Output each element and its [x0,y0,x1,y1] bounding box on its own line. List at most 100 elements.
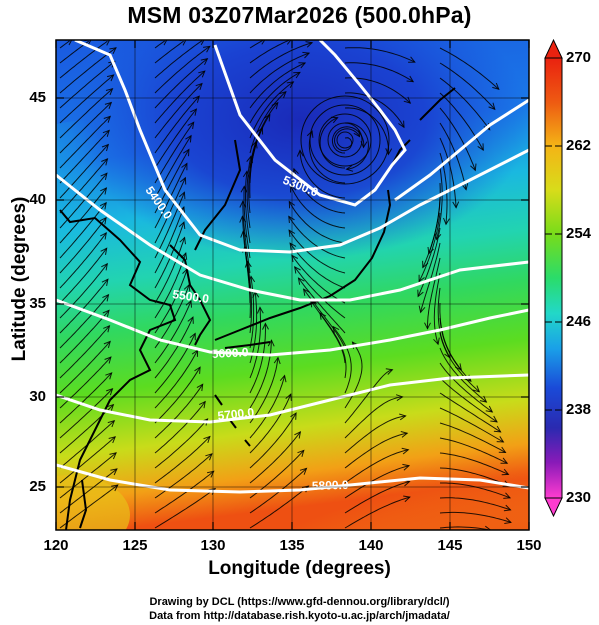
streamline [288,229,346,274]
streamline [420,242,441,313]
streamline-arrow [189,332,196,341]
streamline [344,496,410,529]
streamline-arrow [242,170,250,178]
streamline [249,394,292,454]
streamline [59,202,107,259]
streamline [249,40,289,64]
streamline-arrow [105,372,113,380]
coastlines [59,87,456,530]
colorbar-tick-label: 230 [566,489,592,506]
streamline-arrow [103,340,111,349]
colorbar-top-arrow [544,38,563,59]
streamline-arrow [99,216,107,225]
contour-label-5600: 5600.0 [211,345,249,361]
streamline [154,384,204,439]
streamline-arrow [101,158,109,166]
streamline-arrow [240,230,248,238]
streamline-arrow [187,316,194,324]
contour-label-5700: 5700.0 [217,405,255,423]
streamline [242,201,251,274]
swirl-streamline [336,131,354,149]
streamline [344,481,410,514]
streamline-arrow [302,51,311,59]
streamline-arrow [196,383,204,392]
streamline [59,61,116,109]
streamline-arrow [433,337,440,346]
streamline [249,276,255,349]
streamline-arrow [403,495,411,503]
x-tick-label: 140 [358,537,384,554]
streamline-arrow [461,183,469,191]
streamline-arrow [332,325,340,334]
streamline [154,177,186,244]
streamline-arrow [267,339,275,347]
streamline-arrow [101,143,110,152]
streamline-arrow [470,163,477,172]
streamline [344,465,410,499]
streamline-arrow [106,388,114,396]
streamline [59,158,108,214]
streamline-arrow [109,47,117,55]
streamline-arrow [503,504,512,512]
streamline [439,511,512,523]
streamline-arrow [399,413,407,421]
y-tick-label: 25 [29,478,46,495]
streamline-arrow [195,82,203,91]
streamline [59,116,111,169]
streamline-arrow [178,221,186,229]
streamline-arrow [197,40,205,46]
streamline [154,70,206,124]
streamline [154,222,185,289]
streamline [59,232,107,289]
streamline-arrow [261,40,266,45]
streamline-arrow [198,70,206,78]
streamline-arrow [203,45,211,53]
streamline-arrow [102,129,110,137]
streamline [308,131,346,184]
streamline-arrow [104,356,112,364]
streamline [439,526,488,530]
streamline [154,453,213,499]
streamline [344,341,363,409]
streamline [249,62,306,109]
streamline-arrow [500,457,509,464]
streamline [249,40,264,49]
x-tick-label: 145 [437,537,463,554]
streamline [288,201,346,244]
streamline-arrow [385,368,394,375]
streamline [249,431,301,484]
streamline-arrow [178,191,186,200]
y-axis-label: Latitude (degrees) [9,196,30,362]
streamline-arrow [401,447,410,455]
streamline [59,452,117,499]
streamline-arrow [398,120,405,129]
y-tick-label: 40 [29,191,46,208]
x-tick-label: 120 [43,537,69,554]
streamline-arrow [262,322,269,330]
streamline [344,77,411,104]
streamline [154,45,211,94]
streamline [154,122,195,184]
streamline [249,91,287,154]
streamline-arrow [330,116,339,124]
x-tick-label: 135 [279,537,305,554]
streamline [154,58,208,109]
streamline [436,167,443,240]
streamline [59,130,110,184]
streamline [59,102,112,154]
streamline-arrow [408,56,416,63]
streamline-arrow [181,162,188,171]
colorbar-bottom-arrow [544,497,563,518]
streamline-arrow [296,149,304,157]
y-tick-label: 30 [29,388,46,405]
colorbar-tick-label: 246 [566,313,592,330]
streamline-arrow [250,140,258,149]
streamline-arrow [434,232,442,241]
x-tick-label: 130 [200,537,226,554]
streamline [59,40,108,79]
streamline-arrow [203,435,211,444]
streamline [288,216,346,259]
streamline-arrow [106,403,115,412]
streamline [439,77,491,130]
streamline [439,467,510,487]
